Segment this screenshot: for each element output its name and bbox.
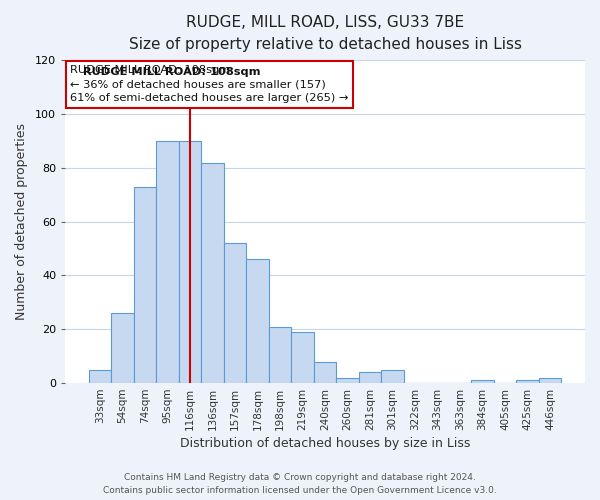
Text: RUDGE MILL ROAD: 108sqm: RUDGE MILL ROAD: 108sqm bbox=[83, 67, 260, 77]
Bar bbox=[472, 380, 494, 383]
Bar bbox=[134, 186, 156, 383]
Bar bbox=[246, 260, 269, 383]
Bar bbox=[517, 380, 539, 383]
Bar bbox=[314, 362, 337, 383]
Bar bbox=[179, 141, 201, 383]
Bar bbox=[337, 378, 359, 383]
Bar bbox=[539, 378, 562, 383]
Text: Contains HM Land Registry data © Crown copyright and database right 2024.
Contai: Contains HM Land Registry data © Crown c… bbox=[103, 474, 497, 495]
Y-axis label: Number of detached properties: Number of detached properties bbox=[15, 123, 28, 320]
Title: RUDGE, MILL ROAD, LISS, GU33 7BE
Size of property relative to detached houses in: RUDGE, MILL ROAD, LISS, GU33 7BE Size of… bbox=[128, 15, 521, 52]
Text: RUDGE MILL ROAD: 108sqm
← 36% of detached houses are smaller (157)
61% of semi-d: RUDGE MILL ROAD: 108sqm ← 36% of detache… bbox=[70, 65, 349, 103]
Bar bbox=[111, 313, 134, 383]
Bar bbox=[156, 141, 179, 383]
Bar bbox=[224, 243, 246, 383]
Bar bbox=[201, 162, 224, 383]
Bar bbox=[269, 326, 291, 383]
X-axis label: Distribution of detached houses by size in Liss: Distribution of detached houses by size … bbox=[180, 437, 470, 450]
Bar bbox=[89, 370, 111, 383]
Bar bbox=[359, 372, 382, 383]
Bar bbox=[291, 332, 314, 383]
Bar bbox=[382, 370, 404, 383]
